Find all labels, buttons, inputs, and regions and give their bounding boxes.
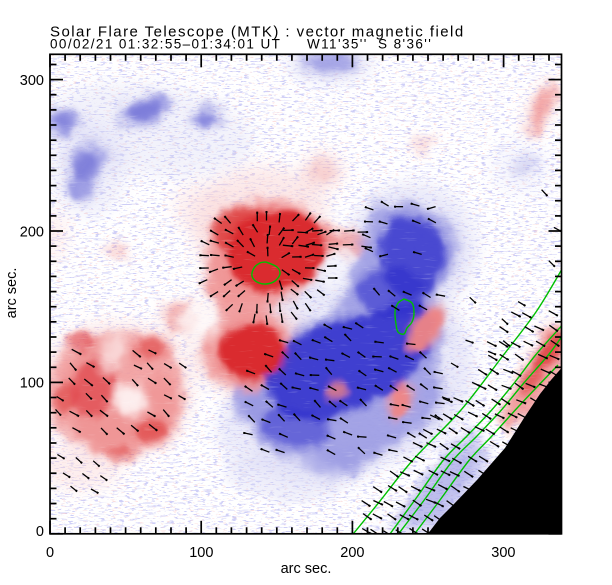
svg-text:300: 300	[491, 545, 515, 561]
svg-text:00/02/21 01:32:55–01:34:01 UT: 00/02/21 01:32:55–01:34:01 UT W11'35'' S…	[50, 37, 432, 52]
svg-text:arc sec.: arc sec.	[281, 561, 332, 577]
svg-text:100: 100	[189, 545, 213, 561]
svg-text:0: 0	[36, 524, 44, 540]
svg-text:200: 200	[20, 224, 44, 240]
svg-text:100: 100	[20, 376, 44, 392]
svg-text:0: 0	[46, 545, 54, 561]
svg-text:300: 300	[20, 73, 44, 89]
svg-text:arc sec.: arc sec.	[4, 268, 20, 319]
svg-text:Solar Flare Telescope (MTK) :: Solar Flare Telescope (MTK) : vector mag…	[50, 24, 465, 41]
svg-text:200: 200	[340, 545, 364, 561]
